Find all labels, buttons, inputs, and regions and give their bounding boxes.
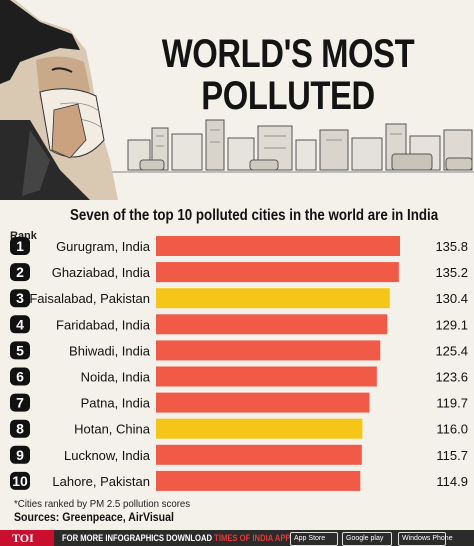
bar xyxy=(156,340,381,361)
rank-number: 10 xyxy=(12,473,28,489)
footer-app-name: TIMES OF INDIA APP xyxy=(214,533,291,543)
category-label: Bhiwadi, India xyxy=(69,343,151,358)
rank-badge: 9 xyxy=(10,445,30,464)
value-label: 123.6 xyxy=(435,370,468,385)
value-label: 130.4 xyxy=(435,291,468,306)
value-label: 119.7 xyxy=(436,396,468,411)
category-label: Faridabad, India xyxy=(56,317,151,332)
rank-number: 7 xyxy=(16,395,24,411)
bar xyxy=(156,366,377,387)
rank-badge: 4 xyxy=(10,315,30,334)
value-label: 116.0 xyxy=(436,422,468,437)
category-label: Gurugram, India xyxy=(56,239,151,254)
bar xyxy=(156,418,363,439)
rank-badge: 2 xyxy=(10,263,30,282)
rank-number: 6 xyxy=(16,369,24,385)
value-label: 125.4 xyxy=(435,343,468,358)
rank-badge: 10 xyxy=(10,471,30,490)
value-label: 135.8 xyxy=(435,239,468,254)
footer-promo-text: FOR MORE INFOGRAPHICS DOWNLOAD xyxy=(62,533,213,543)
rank-number: 9 xyxy=(16,447,24,463)
rank-badge: 6 xyxy=(10,367,30,386)
rank-number: 3 xyxy=(16,290,24,306)
footer-promo: FOR MORE INFOGRAPHICS DOWNLOAD TIMES OF … xyxy=(62,530,291,546)
rank-number: 5 xyxy=(16,342,24,358)
city-skyline-illustration xyxy=(127,119,473,171)
masked-man-illustration xyxy=(0,0,118,200)
toi-logo: TOI xyxy=(0,530,54,546)
category-label: Ghaziabad, India xyxy=(52,265,151,280)
rank-badge: 8 xyxy=(10,419,30,438)
bar xyxy=(156,444,362,465)
app-store-badge[interactable]: App Store xyxy=(290,532,338,546)
rank-number: 2 xyxy=(16,264,24,280)
rank-number: 1 xyxy=(16,238,24,254)
category-label: Lucknow, India xyxy=(64,448,151,463)
value-label: 115.7 xyxy=(436,448,468,463)
rank-badge: 7 xyxy=(10,393,30,412)
category-label: Patna, India xyxy=(81,396,151,411)
pollution-illustration xyxy=(0,0,474,200)
page-title-line-1: WORLD'S MOST xyxy=(161,32,415,76)
chart-subtitle: Seven of the top 10 polluted cities in t… xyxy=(70,207,439,224)
bar xyxy=(156,470,361,491)
rank-badge: 1 xyxy=(10,237,30,255)
category-label: Lahore, Pakistan xyxy=(52,474,150,489)
category-label: Noida, India xyxy=(81,370,151,385)
sources-line: Sources: Greenpeace, AirVisual xyxy=(14,512,174,524)
value-label: 129.1 xyxy=(435,317,468,332)
bar xyxy=(156,288,390,309)
bar xyxy=(156,392,370,413)
value-label: 114.9 xyxy=(436,474,468,489)
bar xyxy=(156,262,399,283)
bar xyxy=(156,236,400,256)
bar xyxy=(156,314,388,335)
value-label: 135.2 xyxy=(435,265,468,280)
page-title-line-2: POLLUTED xyxy=(201,74,375,118)
category-label: Faisalabad, Pakistan xyxy=(29,291,150,306)
rank-number: 8 xyxy=(16,421,24,437)
google-play-badge[interactable]: Google play xyxy=(342,532,392,546)
rank-badge: 5 xyxy=(10,341,30,360)
rank-number: 4 xyxy=(16,316,24,332)
footnote: *Cities ranked by PM 2.5 pollution score… xyxy=(14,498,191,510)
category-label: Hotan, China xyxy=(74,422,151,437)
footer-bar: TOI FOR MORE INFOGRAPHICS DOWNLOAD TIMES… xyxy=(0,530,474,546)
rank-badge: 3 xyxy=(10,289,30,308)
windows-phone-badge[interactable]: Windows Phone xyxy=(398,532,453,546)
